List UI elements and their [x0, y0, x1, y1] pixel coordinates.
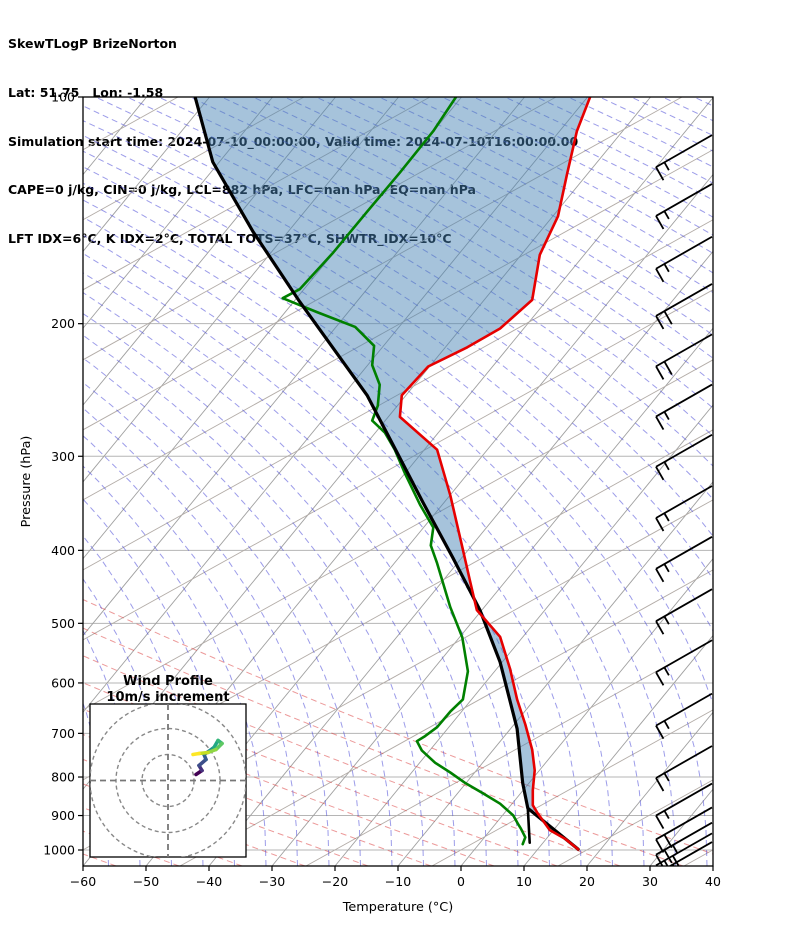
axes: −60 −50 −40 −30 −20 −10 0 10 20 30 40 100 200 300 400 5…: [19, 90, 721, 916]
tick-label: 400: [51, 543, 75, 558]
temperature-line: [398, 97, 592, 851]
tick-label: 700: [51, 726, 75, 741]
wind-barbs: [655, 134, 713, 866]
cin-shaded-area: [195, 97, 591, 813]
tick-label: 0: [457, 874, 465, 889]
sounding-curves: [193, 97, 592, 851]
x-axis-title: Temperature (°C): [342, 900, 453, 915]
tick-label: 900: [51, 808, 75, 823]
tick-label: 30: [642, 874, 658, 889]
parcel-line: [193, 97, 580, 851]
tick-label: −10: [385, 874, 411, 889]
hodograph-content: [90, 704, 246, 857]
hodograph-trace-segment: [191, 751, 201, 757]
tick-label: 40: [705, 874, 721, 889]
y-axis-title: Pressure (hPa): [19, 436, 34, 528]
tick-label: 300: [51, 449, 75, 464]
tick-label: 100: [51, 90, 75, 105]
tick-label: 800: [51, 770, 75, 785]
dewpoint-line: [281, 97, 527, 846]
tick-label: −60: [70, 874, 96, 889]
tick-label: 1000: [43, 843, 75, 858]
header-cape-cin: CAPE=0 j/kg, CIN=0 j/kg, LCL=882 hPa, LF…: [8, 182, 476, 198]
header-latlon: Lat: 51.75 Lon: -1.58: [8, 85, 164, 101]
hodograph-title: Wind Profile: [123, 674, 213, 689]
tick-label: 10: [516, 874, 532, 889]
grid-lines: [83, 97, 713, 866]
tick-label: −20: [322, 874, 348, 889]
header-title: SkewTLogP BrizeNorton: [8, 36, 177, 52]
header-indices: LFT IDX=6°C, K IDX=2°C, TOTAL TOTS=37°C,…: [8, 230, 452, 246]
tick-label: 600: [51, 675, 75, 690]
hodograph-inset: [89, 703, 247, 858]
tick-label: 500: [51, 616, 75, 631]
tick-label: −40: [196, 874, 222, 889]
tick-label: 20: [579, 874, 595, 889]
tick-label: −50: [133, 874, 159, 889]
hodograph-subtitle: 10m/s increment: [106, 690, 229, 705]
parcel-below-lcl-line: [526, 806, 532, 845]
tick-label: −30: [259, 874, 285, 889]
tick-label: 200: [51, 316, 75, 331]
